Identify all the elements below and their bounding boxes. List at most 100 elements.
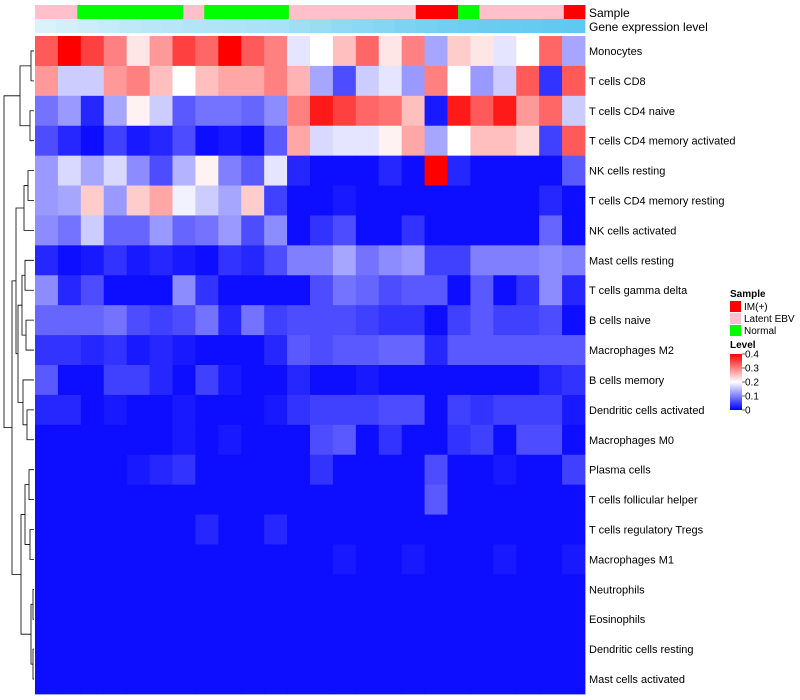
heatmap-cell — [287, 394, 311, 426]
heatmap-cell — [355, 125, 380, 157]
heatmap-cell — [35, 275, 59, 306]
heatmap-cell — [126, 394, 150, 426]
row-label: Neutrophils — [589, 584, 645, 596]
gene-expression-annotation-cell — [119, 19, 142, 33]
heatmap-cell — [218, 634, 242, 665]
heatmap-cell — [218, 275, 242, 306]
dendrogram-branch — [15, 207, 24, 355]
heatmap-cell — [447, 215, 471, 246]
heatmap-cell — [80, 305, 105, 336]
heatmap-cell — [516, 36, 540, 67]
heatmap-cell — [355, 514, 380, 545]
heatmap-cell — [103, 95, 128, 127]
heatmap-cell — [35, 634, 59, 665]
heatmap-cell — [539, 125, 563, 157]
heatmap-cell — [287, 365, 311, 396]
heatmap-cell — [195, 424, 219, 456]
heatmap-cell — [218, 155, 242, 186]
heatmap-cell — [516, 155, 540, 186]
heatmap-cell — [149, 454, 173, 486]
heatmap-cell — [149, 215, 173, 246]
heatmap-cell — [539, 215, 563, 246]
heatmap-cell — [355, 275, 380, 306]
heatmap-cell — [332, 215, 357, 246]
heatmap-cell — [218, 454, 242, 486]
heatmap-cell — [562, 65, 586, 97]
row-label: Mast cells activated — [589, 674, 685, 686]
heatmap-cell — [470, 245, 494, 276]
heatmap-cell — [470, 365, 494, 396]
sample-annotation-cell — [183, 5, 205, 19]
gene-expression-annotation-cell — [436, 19, 459, 33]
heatmap-cell — [80, 365, 105, 396]
heatmap-cell — [424, 36, 448, 67]
sample-annotation-cell — [56, 5, 78, 19]
heatmap-cell — [401, 514, 425, 545]
sample-annotation-cell — [394, 5, 417, 19]
heatmap-cell — [424, 65, 448, 97]
heatmap-cell — [539, 634, 563, 665]
heatmap-cell — [401, 185, 425, 216]
heatmap-cell — [35, 185, 59, 216]
heatmap-cell — [126, 574, 150, 605]
heatmap-cell — [424, 95, 448, 127]
heatmap-cell — [172, 245, 196, 276]
heatmap-cell — [264, 36, 288, 67]
heatmap-cell — [539, 604, 563, 635]
heatmap-cell — [378, 664, 403, 695]
heatmap-cell — [378, 275, 403, 306]
heatmap-cell — [332, 454, 357, 486]
heatmap-cell — [241, 275, 265, 306]
heatmap-cell — [447, 424, 471, 456]
heatmap-cell — [264, 424, 288, 456]
heatmap-cell — [149, 365, 173, 396]
heatmap-cell — [195, 394, 219, 426]
heatmap-cell — [310, 185, 334, 216]
heatmap-cell — [470, 185, 494, 216]
heatmap-cell — [447, 574, 471, 605]
heatmap-cell — [401, 125, 425, 157]
heatmap-cell — [539, 664, 563, 695]
heatmap-cell — [470, 544, 494, 575]
heatmap-cell — [516, 574, 540, 605]
heatmap-cell — [470, 155, 494, 186]
heatmap-cell — [539, 454, 563, 486]
heatmap-cell — [332, 634, 357, 665]
heatmap-cell — [562, 454, 586, 486]
heatmap-cell — [57, 155, 82, 186]
heatmap-cell — [424, 484, 448, 515]
heatmap-cell — [493, 305, 517, 336]
dendrogram-branch — [25, 319, 34, 351]
heatmap-cell — [516, 424, 540, 456]
heatmap-cell — [516, 305, 540, 336]
heatmap-cell — [310, 305, 334, 336]
heatmap-cell — [378, 604, 403, 635]
row-label: Eosinophils — [589, 614, 646, 626]
heatmap-cell — [195, 634, 219, 665]
heatmap-cell — [103, 604, 128, 635]
dendrogram-branch — [11, 280, 21, 575]
heatmap-cell — [287, 454, 311, 486]
row-label: Plasma cells — [589, 465, 651, 477]
heatmap-cell — [103, 65, 128, 97]
dendrogram-branch — [27, 170, 34, 201]
heatmap-cell — [35, 95, 59, 127]
heatmap-cell — [241, 484, 265, 515]
heatmap-cell — [310, 155, 334, 186]
heatmap-cell — [562, 604, 586, 635]
heatmap-cell — [424, 215, 448, 246]
heatmap-cell — [493, 604, 517, 635]
heatmap-cell — [172, 484, 196, 515]
dendrogram-branch — [28, 469, 34, 500]
heatmap-cell — [241, 544, 265, 575]
heatmap-cell — [172, 454, 196, 486]
heatmap-cell — [218, 335, 242, 366]
heatmap-cell — [287, 604, 311, 635]
heatmap-cell — [332, 424, 357, 456]
heatmap-cell — [516, 454, 540, 486]
sample-annotation-cell — [310, 5, 332, 19]
heatmap-cell — [355, 215, 380, 246]
heatmap-cell — [447, 664, 471, 695]
sample-annotation-cell — [373, 5, 396, 19]
heatmap-cell — [539, 305, 563, 336]
